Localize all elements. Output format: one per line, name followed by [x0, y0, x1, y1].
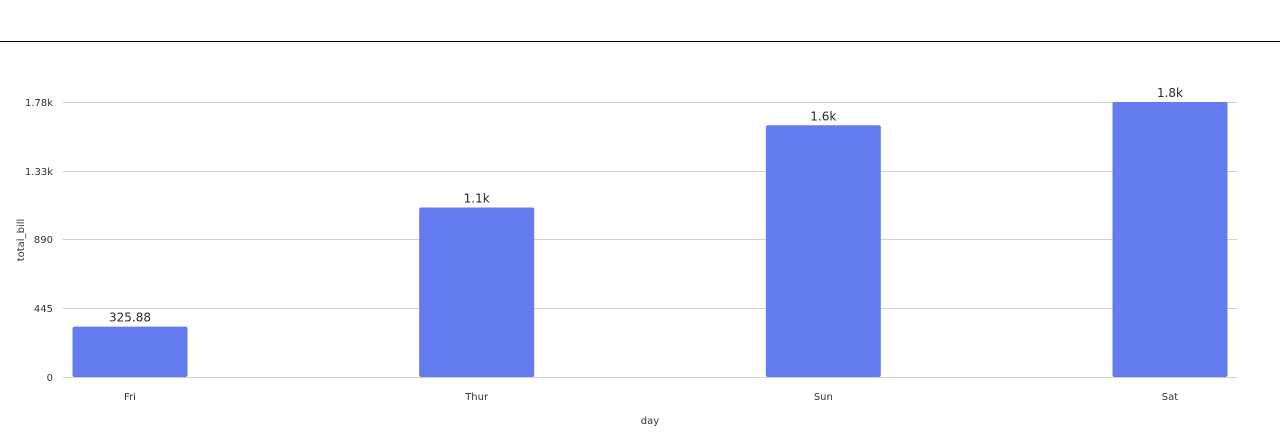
y-tick-label: 1.78k [25, 98, 53, 109]
x-tick-label: Sat [1162, 392, 1178, 403]
x-tick-label: Fri [124, 392, 136, 403]
y-tick-label: 445 [34, 304, 53, 315]
y-tick-label: 0 [47, 373, 53, 384]
x-axis-title: day [641, 416, 659, 427]
x-tick-label: Sun [814, 392, 833, 403]
x-tick-label: Thur [464, 392, 489, 403]
bar-value-label: 1.6k [810, 109, 836, 123]
bar [419, 207, 535, 377]
gridlines [63, 102, 1237, 378]
bar [72, 326, 188, 377]
bar-value-label: 1.8k [1157, 86, 1183, 100]
y-axis-title: total_bill [16, 219, 27, 262]
bar [765, 125, 881, 377]
y-tick-label: 890 [34, 235, 53, 246]
bars: 325.88 1.1k 1.6k 1.8k [72, 86, 1228, 377]
y-axis-ticks: 0 445 890 1.33k 1.78k [25, 98, 53, 384]
bar-value-label: 1.1k [464, 191, 490, 205]
x-axis-ticks: Fri Thur Sun Sat [124, 392, 1178, 403]
top-divider [0, 41, 1280, 42]
bar-value-label: 325.88 [109, 311, 151, 325]
y-tick-label: 1.33k [25, 167, 53, 178]
bar [1112, 102, 1228, 377]
